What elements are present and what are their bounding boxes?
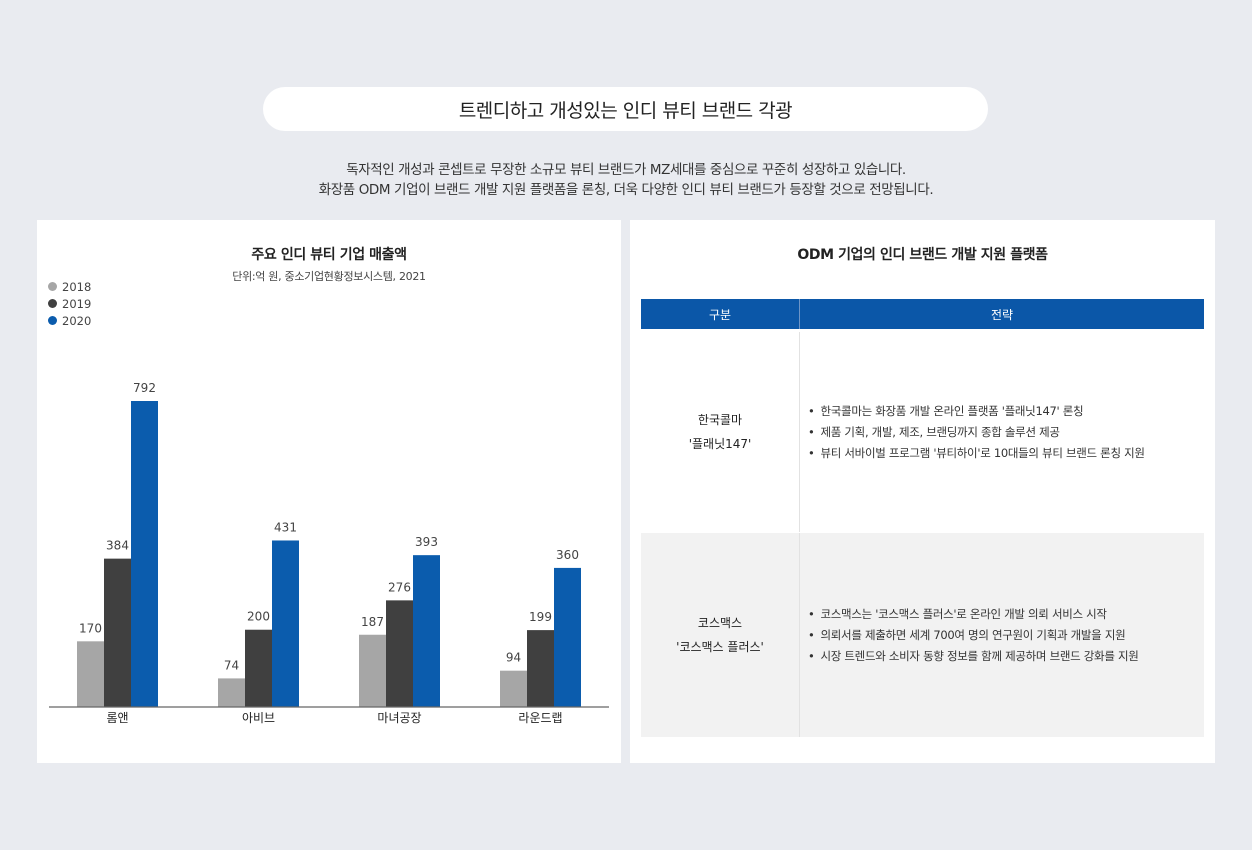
chart-note: 단위:억 원, 중소기업현황정보시스템, 2021: [232, 270, 426, 283]
legend-dot-2020: [48, 316, 57, 325]
strategy-bullet: 뷰티 서바이벌 프로그램 '뷰티하이'로 10대들의 뷰티 브랜드 론칭 지원: [808, 443, 1204, 464]
bar-2020-0: [131, 401, 158, 707]
chart-card: 주요 인디 뷰티 기업 매출액 단위:억 원, 중소기업현황정보시스템, 202…: [37, 220, 621, 763]
strategy-bullet: 시장 트렌드와 소비자 동향 정보를 함께 제공하며 브랜드 강화를 지원: [808, 646, 1204, 667]
data-label: 384: [106, 539, 129, 553]
row-company-cell: 코스맥스 '코스맥스 플러스': [641, 533, 800, 737]
bar-2019-2: [386, 600, 413, 707]
category-label: 마녀공장: [377, 711, 421, 725]
legend-item-2020: 2020: [48, 312, 91, 329]
bar-2018-2: [359, 634, 386, 707]
data-label: 792: [133, 381, 156, 395]
data-label: 200: [247, 610, 270, 624]
company-name: 한국콜마: [697, 413, 743, 427]
data-label: 360: [556, 548, 579, 562]
bar-2018-3: [500, 670, 527, 707]
data-label: 187: [361, 615, 384, 629]
table-header: 구분 전략: [641, 299, 1204, 329]
subtitle-line-2: 화장품 ODM 기업이 브랜드 개발 지원 플랫폼을 론칭, 더욱 다양한 인디…: [318, 182, 934, 198]
company-name: 코스맥스: [697, 616, 743, 630]
platform-name: '플래닛147': [688, 437, 752, 451]
bar-2020-2: [413, 555, 440, 707]
table-row: 코스맥스 '코스맥스 플러스' 코스맥스는 '코스맥스 플러스'로 온라인 개발…: [641, 533, 1204, 737]
data-label: 276: [388, 580, 411, 594]
data-label: 431: [274, 520, 297, 534]
legend-item-2018: 2018: [48, 278, 91, 295]
bar-chart: 170 384 792 롬앤 74 200 431 아비브 187 276 393 마녀공장 94 199…: [49, 381, 609, 725]
bar-2019-1: [245, 629, 272, 707]
category-label: 아비브: [242, 711, 275, 725]
legend-label-2018: 2018: [62, 279, 92, 294]
page-subtitle: 독자적인 개성과 콘셉트로 무장한 소규모 뷰티 브랜드가 MZ세대를 중심으로…: [0, 160, 1252, 200]
bar-2019-3: [527, 630, 554, 707]
category-label: 롬앤: [106, 711, 128, 725]
table-header-strategy: 전략: [990, 307, 1014, 322]
chart-legend: 2018 2019 2020: [48, 278, 91, 329]
bar-2019-0: [104, 558, 131, 707]
bar-2020-1: [272, 540, 299, 707]
strategy-bullet: 한국콜마는 화장품 개발 온라인 플랫폼 '플래닛147' 론칭: [808, 401, 1204, 422]
platform-name: '코스맥스 플러스': [676, 640, 764, 654]
data-label: 199: [529, 610, 552, 624]
legend-label-2019: 2019: [62, 296, 92, 311]
platform-table-card: ODM 기업의 인디 브랜드 개발 지원 플랫폼 구분 전략 한국콜마 '플래닛…: [630, 220, 1215, 763]
legend-label-2020: 2020: [62, 313, 92, 328]
data-label: 170: [79, 621, 102, 635]
data-label: 393: [415, 535, 438, 549]
strategy-bullet: 의뢰서를 제출하면 세계 700여 명의 연구원이 기획과 개발을 지원: [808, 625, 1204, 646]
legend-dot-2019: [48, 299, 57, 308]
page-title: 트렌디하고 개성있는 인디 뷰티 브랜드 각광: [263, 87, 988, 131]
bar-2020-3: [554, 567, 581, 707]
bar-2018-1: [218, 678, 245, 707]
data-label: 94: [506, 651, 521, 665]
bar-2018-0: [77, 641, 104, 707]
subtitle-line-1: 독자적인 개성과 콘셉트로 무장한 소규모 뷰티 브랜드가 MZ세대를 중심으로…: [346, 162, 906, 178]
table-row: 한국콜마 '플래닛147' 한국콜마는 화장품 개발 온라인 플랫폼 '플래닛1…: [641, 332, 1204, 532]
strategy-bullet: 코스맥스는 '코스맥스 플러스'로 온라인 개발 의뢰 서비스 시작: [808, 604, 1204, 625]
row-company-cell: 한국콜마 '플래닛147': [641, 332, 800, 532]
table-title: ODM 기업의 인디 브랜드 개발 지원 플랫폼: [797, 247, 1048, 263]
chart-title: 주요 인디 뷰티 기업 매출액: [251, 247, 407, 263]
row-strategy-cell: 한국콜마는 화장품 개발 온라인 플랫폼 '플래닛147' 론칭 제품 기획, …: [800, 332, 1204, 532]
category-label: 라운드랩: [518, 711, 562, 725]
data-label: 74: [224, 658, 239, 672]
table-header-category: 구분: [641, 299, 800, 329]
row-strategy-cell: 코스맥스는 '코스맥스 플러스'로 온라인 개발 의뢰 서비스 시작 의뢰서를 …: [800, 533, 1204, 737]
legend-dot-2018: [48, 282, 57, 291]
strategy-bullet: 제품 기획, 개발, 제조, 브랜딩까지 종합 솔루션 제공: [808, 422, 1204, 443]
legend-item-2019: 2019: [48, 295, 91, 312]
